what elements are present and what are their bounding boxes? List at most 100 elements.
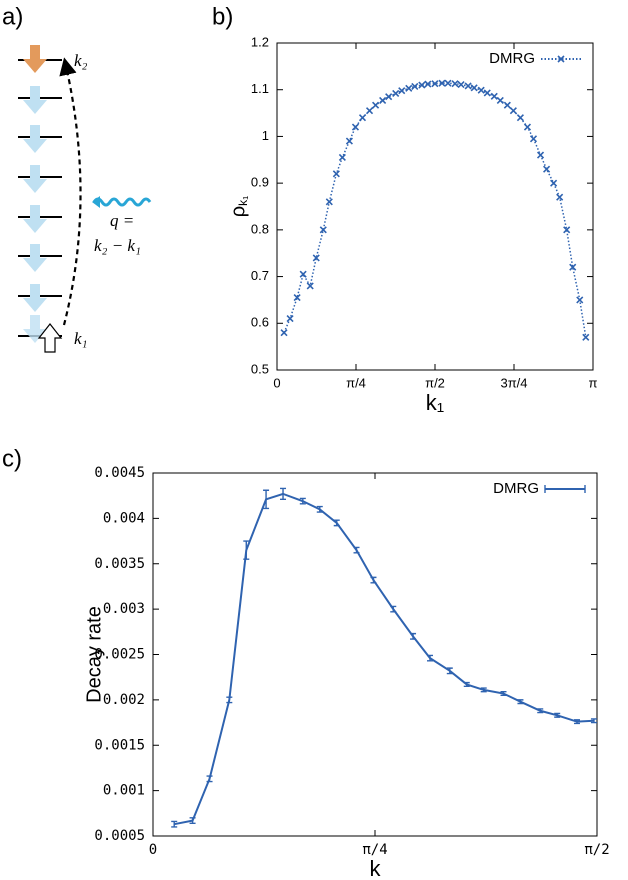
point: [293, 294, 301, 302]
point: [550, 179, 558, 187]
point: [280, 329, 288, 337]
y-tick-label: 1.1: [251, 81, 269, 96]
x-tick-label: π/2: [425, 375, 445, 390]
x-tick-label: π/4: [346, 375, 366, 390]
error-bar: [353, 546, 360, 554]
error-bar: [370, 576, 377, 584]
panel-label: a): [2, 3, 23, 30]
point: [351, 123, 360, 131]
point: [372, 101, 380, 109]
point: [332, 170, 340, 178]
point: [286, 315, 294, 323]
point: [358, 114, 367, 122]
x-tick-label: 0: [273, 375, 280, 390]
point: [411, 82, 419, 91]
point: [464, 82, 472, 90]
error-bar: [537, 708, 544, 714]
point: [345, 137, 353, 145]
y-axis-label-subscript: k₁: [236, 196, 250, 206]
photon-head: [92, 196, 100, 208]
error-bar: [517, 699, 524, 705]
point: [405, 84, 413, 92]
point: [398, 87, 406, 95]
legend-label: DMRG: [489, 50, 535, 67]
series-line: [283, 82, 587, 338]
error-bar: [206, 775, 213, 783]
y-tick-label: 0.0045: [94, 465, 145, 481]
point: [563, 226, 571, 234]
point: [477, 86, 485, 94]
panel-label: c): [2, 445, 22, 472]
y-tick-label: 0.003: [103, 601, 145, 617]
error-bar: [427, 654, 434, 662]
x-axis-label: k: [370, 856, 382, 880]
point: [431, 80, 439, 88]
point: [338, 153, 346, 162]
k1-label: k₁: [74, 329, 87, 348]
point: [319, 226, 327, 234]
q-expr: k₂ − k₁: [94, 236, 141, 255]
point: [509, 107, 517, 115]
error-bar: [189, 817, 196, 824]
x-tick-label: π/4: [362, 842, 387, 858]
point: [451, 80, 459, 88]
point: [576, 296, 584, 304]
point: [536, 151, 545, 159]
spin-arrows: [23, 45, 63, 353]
k2-label: k₂: [74, 51, 88, 70]
q-label: q =: [110, 211, 134, 230]
error-bar: [333, 519, 340, 527]
photon: [92, 197, 152, 207]
series-line: [174, 492, 595, 826]
y-axis-label: ρk₁: [227, 196, 250, 217]
x-tick-label: 3π/4: [500, 375, 527, 390]
legend-label: DMRG: [493, 480, 539, 497]
point: [365, 107, 374, 115]
y-tick-label: 1.2: [251, 34, 269, 49]
error-bar: [390, 605, 397, 613]
error-bar: [500, 691, 507, 697]
y-tick-label: 0.7: [251, 268, 269, 283]
point: [516, 114, 524, 122]
y-tick-label: 0.0015: [94, 737, 145, 753]
plot-frame: [276, 42, 594, 371]
point: [306, 282, 314, 290]
y-tick-label: 0.5: [251, 361, 269, 376]
error-bar: [280, 487, 287, 501]
point: [496, 96, 504, 105]
point: [418, 81, 426, 89]
point: [490, 92, 498, 100]
point: [543, 165, 551, 173]
error-bar: [554, 712, 561, 718]
point: [438, 79, 446, 87]
y-tick-label: 0.001: [103, 783, 145, 799]
y-tick-label: 0.0035: [94, 556, 145, 572]
error-bar: [243, 540, 250, 560]
point: [379, 96, 387, 105]
y-tick-label: 0.8: [251, 221, 269, 236]
point: [325, 198, 333, 206]
panel-label: b): [212, 3, 233, 30]
y-tick-label: 0.004: [103, 510, 145, 526]
point: [457, 81, 465, 89]
point: [556, 193, 564, 201]
point: [483, 89, 491, 97]
error-bar: [446, 667, 453, 675]
legend-marker: [544, 485, 586, 493]
point: [424, 80, 432, 88]
point: [529, 135, 538, 143]
diagram: a) k₂ q = k₂ − k₁ k₁: [2, 3, 152, 353]
error-bar: [590, 718, 597, 724]
error-bar: [410, 632, 417, 640]
point: [569, 263, 577, 271]
x-tick-label: 0: [149, 842, 157, 858]
point: [299, 270, 307, 278]
point: [503, 101, 511, 109]
point: [582, 333, 590, 341]
y-tick-label: 1: [262, 128, 269, 143]
error-bar: [316, 505, 323, 513]
error-bar: [171, 820, 178, 828]
x-tick-label: π/2: [584, 842, 609, 858]
y-tick-label: 0.6: [251, 315, 269, 330]
error-bar: [226, 696, 233, 704]
